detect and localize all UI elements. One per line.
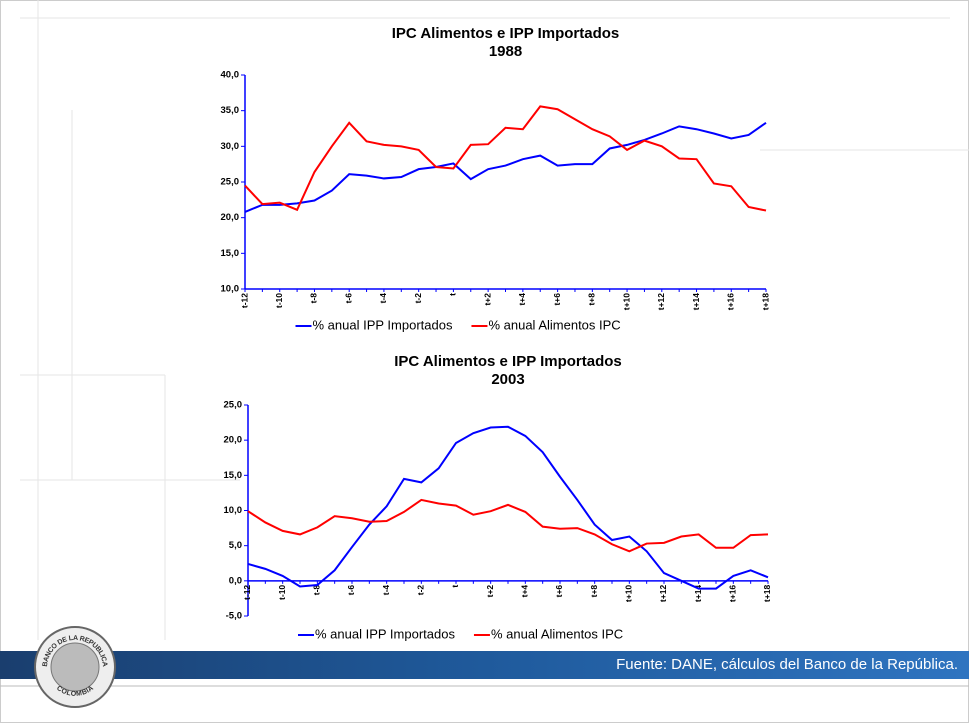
y-tick-label: 20,0 — [221, 212, 240, 223]
series-line — [247, 498, 769, 553]
x-tick-label: t-4 — [381, 585, 391, 596]
chart-title: IPC Alimentos e IPP Importados — [394, 353, 622, 370]
x-tick-label: t-12 — [242, 585, 252, 600]
y-tick-label: 15,0 — [221, 248, 240, 259]
y-tick-label: -5,0 — [226, 611, 242, 622]
x-tick-label: t — [450, 585, 460, 588]
x-tick-label: t-8 — [309, 293, 319, 304]
x-tick-label: t+18 — [760, 293, 770, 311]
x-tick-label: t+2 — [482, 293, 492, 306]
x-tick-label: t+14 — [693, 585, 703, 603]
x-tick-label: t-6 — [346, 585, 356, 596]
x-tick-label: t-10 — [277, 585, 287, 600]
x-tick-label: t+10 — [621, 293, 631, 311]
y-tick-label: 5,0 — [229, 540, 242, 551]
legend-label: % anual IPP Importados — [315, 626, 455, 641]
x-tick-label: t-10 — [274, 293, 284, 308]
footer-band — [0, 651, 969, 679]
y-tick-label: 25,0 — [224, 400, 243, 411]
x-tick-label: t+16 — [728, 585, 738, 603]
y-tick-label: 0,0 — [229, 575, 242, 586]
x-tick-label: t+14 — [691, 293, 701, 311]
x-tick-label: t+4 — [517, 293, 527, 306]
x-tick-label: t+16 — [726, 293, 736, 311]
x-tick-label: t+6 — [552, 293, 562, 306]
y-tick-label: 10,0 — [221, 284, 240, 295]
footer-text: Fuente: DANE, cálculos del Banco de la R… — [616, 656, 958, 673]
x-tick-label: t-6 — [343, 293, 353, 304]
x-tick-label: t-2 — [416, 585, 426, 596]
chart-subtitle: 2003 — [491, 371, 524, 388]
x-tick-label: t-4 — [378, 293, 388, 304]
y-tick-label: 10,0 — [224, 505, 243, 516]
x-tick-label: t+10 — [624, 585, 634, 603]
x-tick-label: t+18 — [762, 585, 772, 603]
legend-label: % anual IPP Importados — [313, 317, 453, 332]
x-tick-label: t+2 — [485, 585, 495, 598]
x-tick-label: t-8 — [312, 585, 322, 596]
background-lines — [20, 0, 969, 640]
series-line — [247, 425, 769, 590]
y-tick-label: 30,0 — [221, 141, 240, 152]
y-tick-label: 15,0 — [224, 470, 243, 481]
y-tick-label: 35,0 — [221, 105, 240, 116]
x-tick-label: t+8 — [587, 293, 597, 306]
x-tick-label: t+8 — [589, 585, 599, 598]
chart-title: IPC Alimentos e IPP Importados — [392, 25, 620, 42]
x-tick-label: t-12 — [239, 293, 249, 308]
series-line — [244, 121, 767, 213]
logo: BANCO DE LA REPUBLICA COLOMBIA — [34, 626, 116, 708]
legend-label: % anual Alimentos IPC — [488, 317, 620, 332]
y-tick-label: 40,0 — [221, 70, 240, 81]
x-tick-label: t — [448, 293, 458, 296]
y-tick-label: 20,0 — [224, 435, 243, 446]
x-tick-label: t+6 — [554, 585, 564, 598]
x-tick-label: t-2 — [413, 293, 423, 304]
y-tick-label: 25,0 — [221, 177, 240, 188]
chart-subtitle: 1988 — [489, 43, 522, 60]
series-line — [244, 105, 767, 212]
legend-label: % anual Alimentos IPC — [491, 626, 623, 641]
x-tick-label: t+12 — [658, 585, 668, 603]
x-tick-label: t+4 — [520, 585, 530, 598]
x-tick-label: t+12 — [656, 293, 666, 311]
